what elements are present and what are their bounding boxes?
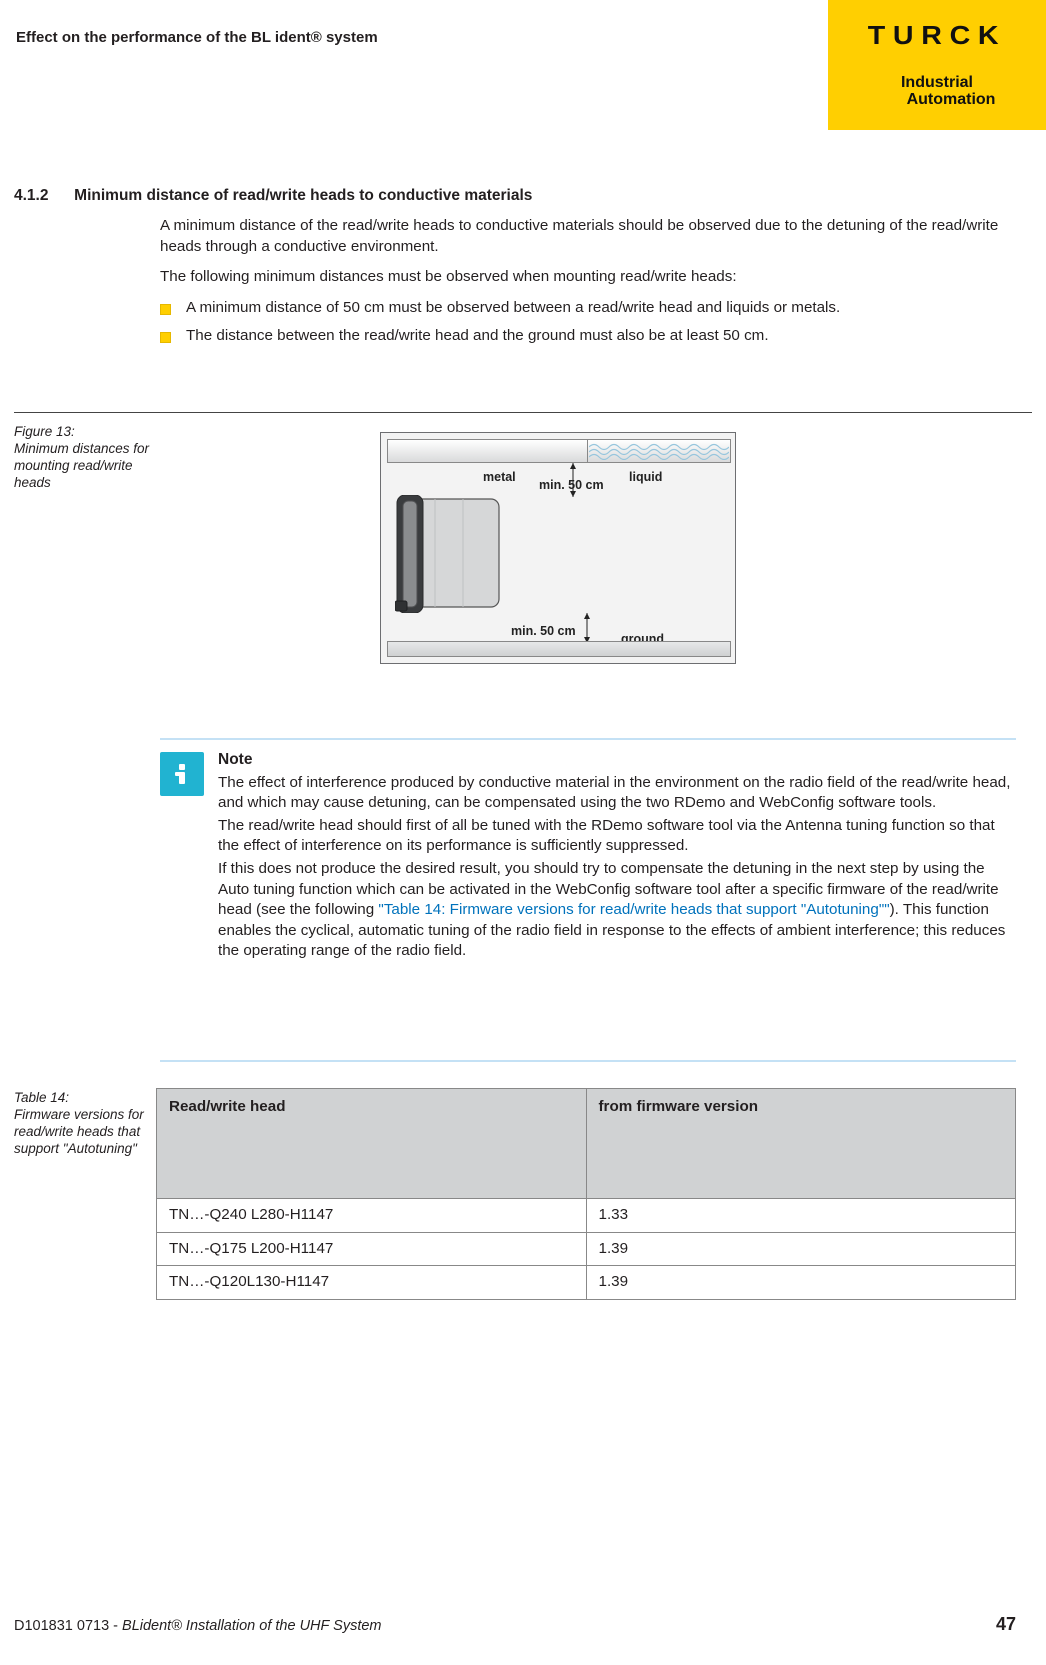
note-block: Note The effect of interference produced…	[160, 750, 1016, 964]
firmware-table: Read/write head from firmware version TN…	[156, 1088, 1016, 1300]
figure-label-metal: metal	[483, 469, 516, 486]
footer-page-number: 47	[996, 1612, 1016, 1636]
page-header-title: Effect on the performance of the BL iden…	[16, 28, 378, 48]
figure-caption-text: Minimum distances for mounting read/writ…	[14, 441, 149, 490]
figure-caption: Figure 13: Minimum distances for mountin…	[14, 424, 162, 492]
note-rule-bottom	[160, 1060, 1016, 1062]
note-para-3: If this does not produce the desired res…	[218, 859, 1016, 962]
note-heading: Note	[218, 750, 1016, 771]
info-icon	[160, 752, 204, 796]
brand-logo-block: TURCK Industrial Automation	[828, 0, 1046, 130]
footer-docref: D101831 0713 - BLident® Installation of …	[14, 1617, 382, 1637]
figure-label: Figure 13:	[14, 424, 75, 439]
brand-tagline-line1: Industrial	[879, 75, 996, 92]
table-row: TN…-Q120L130-H1147 1.39	[157, 1266, 1016, 1300]
table-cell: 1.39	[586, 1232, 1016, 1266]
note-para-2: The read/write head should first of all …	[218, 816, 1016, 857]
section-heading-row: 4.1.2 Minimum distance of read/write hea…	[14, 186, 1032, 207]
figure-dim-bottom-arrow	[583, 613, 591, 643]
note-para-1: The effect of interference produced by c…	[218, 773, 1016, 814]
figure-divider	[14, 412, 1032, 413]
figure-label-liquid: liquid	[629, 469, 662, 486]
figure-bottom-slab	[387, 641, 731, 657]
figure-liquid-waves	[589, 442, 729, 460]
brand-wordmark: TURCK	[868, 18, 1007, 53]
section-number: 4.1.2	[14, 186, 70, 207]
footer-book-title: BLident® Installation of the UHF System	[122, 1618, 381, 1634]
table-header-row: Read/write head from firmware version	[157, 1089, 1016, 1199]
note-table-link[interactable]: "Table 14: Firmware versions for read/wr…	[378, 901, 889, 918]
table-cell: 1.39	[586, 1266, 1016, 1300]
footer-docid: D101831 0713 -	[14, 1618, 122, 1634]
section-para-1: A minimum distance of the read/write hea…	[160, 216, 1016, 257]
table-header-col2: from firmware version	[586, 1089, 1016, 1199]
figure-dim-top-arrow	[569, 463, 577, 497]
brand-tagline: Industrial Automation	[879, 75, 996, 109]
table-caption: Table 14: Firmware versions for read/wri…	[14, 1090, 148, 1158]
section-heading: Minimum distance of read/write heads to …	[74, 186, 532, 207]
page-footer: D101831 0713 - BLident® Installation of …	[14, 1612, 1016, 1637]
body-column: A minimum distance of the read/write hea…	[160, 216, 1016, 355]
figure-frame: metal liquid min. 50 cm	[380, 432, 736, 664]
table-cell: TN…-Q240 L280-H1147	[157, 1199, 587, 1233]
section-bullets: A minimum distance of 50 cm must be obse…	[160, 298, 1016, 347]
table-caption-text: Firmware versions for read/write heads t…	[14, 1107, 144, 1156]
table-cell: TN…-Q120L130-H1147	[157, 1266, 587, 1300]
brand-tagline-line2: Automation	[907, 92, 996, 109]
section-bullet-2: The distance between the read/write head…	[160, 326, 1016, 347]
figure-diagram: metal liquid min. 50 cm	[380, 432, 736, 690]
table-header-col1: Read/write head	[157, 1089, 587, 1199]
note-rule-top	[160, 738, 1016, 740]
table-label: Table 14:	[14, 1090, 69, 1105]
table-row: TN…-Q175 L200-H1147 1.39	[157, 1232, 1016, 1266]
section-bullet-1: A minimum distance of 50 cm must be obse…	[160, 298, 1016, 319]
figure-device	[395, 495, 503, 613]
table-cell: 1.33	[586, 1199, 1016, 1233]
note-content: Note The effect of interference produced…	[218, 750, 1016, 962]
table-cell: TN…-Q175 L200-H1147	[157, 1232, 587, 1266]
figure-dim-bottom: min. 50 cm	[511, 623, 576, 640]
table-row: TN…-Q240 L280-H1147 1.33	[157, 1199, 1016, 1233]
section-para-2: The following minimum distances must be …	[160, 267, 1016, 288]
